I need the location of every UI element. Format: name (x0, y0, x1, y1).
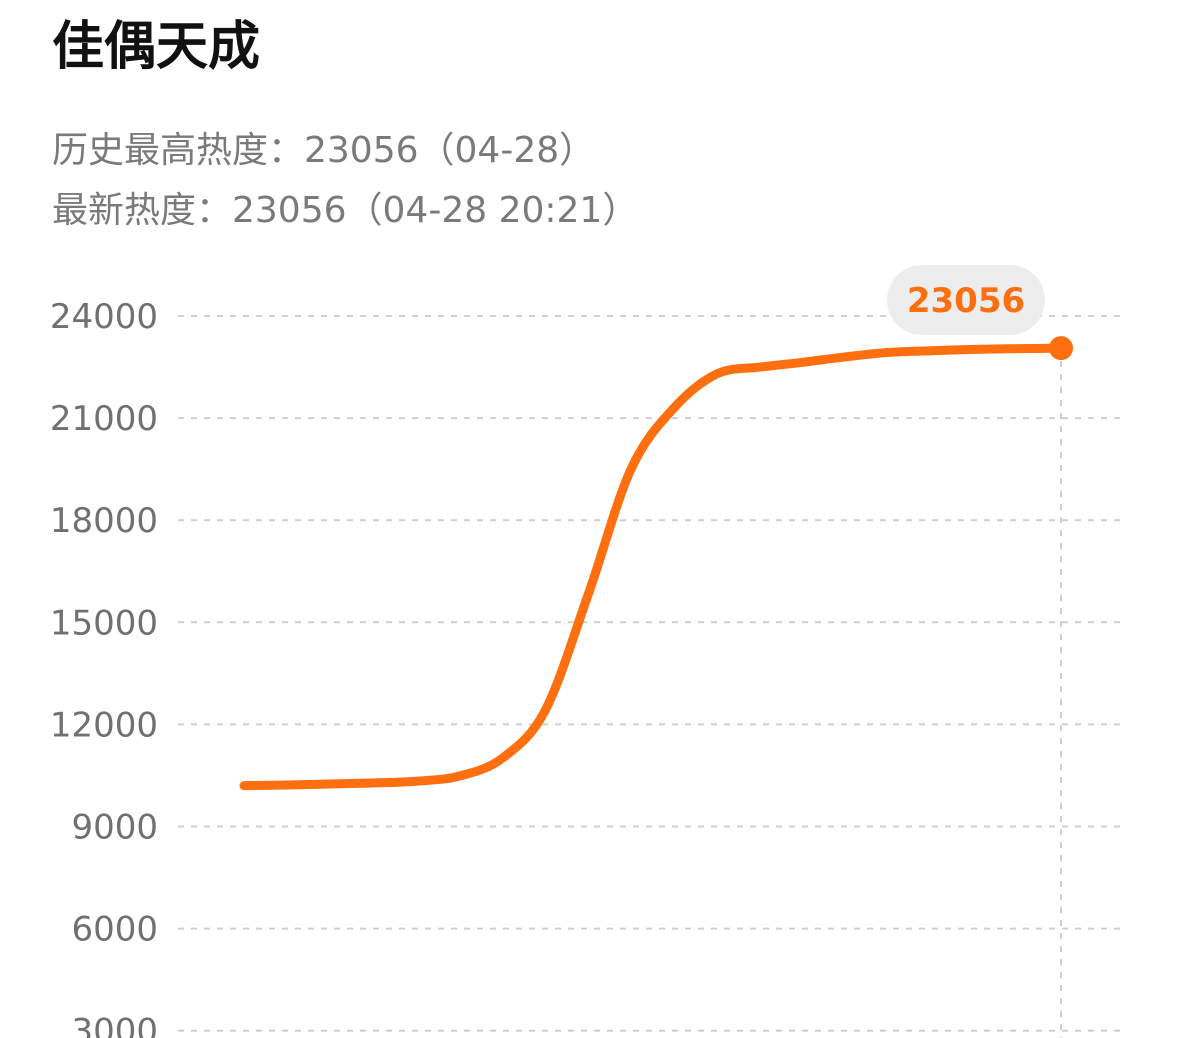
y-tick-label: 21000 (50, 399, 158, 439)
y-tick-label: 3000 (71, 1012, 158, 1038)
y-tick-label: 12000 (50, 705, 158, 745)
grid-lines (178, 315, 1125, 1032)
y-tick-label: 15000 (50, 603, 158, 643)
y-axis-ticks: 24000 21000 18000 15000 12000 9000 6000 3000 (50, 297, 158, 1038)
latest-heat-stat: 最新热度：23056（04-28 20:21） (52, 190, 639, 231)
heat-series-line (239, 343, 1066, 791)
page-title: 佳偶天成 (52, 17, 261, 77)
highlight-layer: 23056 (887, 265, 1073, 1038)
y-tick-label: 9000 (71, 808, 158, 848)
latest-value-label: 23056 (907, 281, 1025, 321)
y-tick-label: 18000 (50, 501, 158, 541)
y-tick-label: 6000 (71, 910, 158, 950)
y-tick-label: 24000 (50, 297, 158, 337)
value-label-bubble (887, 265, 1045, 335)
peak-heat-stat: 历史最高热度：23056（04-28） (52, 130, 596, 171)
series-layer (239, 343, 1066, 791)
latest-point[interactable] (1049, 336, 1073, 361)
